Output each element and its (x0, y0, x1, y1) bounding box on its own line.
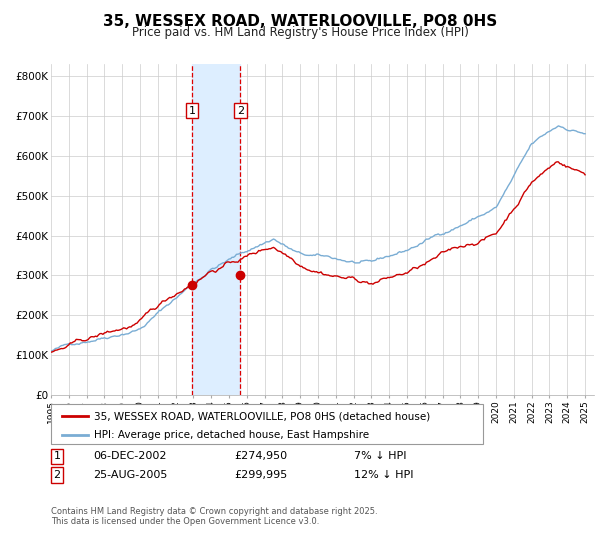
Text: Contains HM Land Registry data © Crown copyright and database right 2025.
This d: Contains HM Land Registry data © Crown c… (51, 507, 377, 526)
Text: £299,995: £299,995 (234, 470, 287, 480)
Text: HPI: Average price, detached house, East Hampshire: HPI: Average price, detached house, East… (94, 430, 370, 440)
Text: 35, WESSEX ROAD, WATERLOOVILLE, PO8 0HS: 35, WESSEX ROAD, WATERLOOVILLE, PO8 0HS (103, 14, 497, 29)
Text: £274,950: £274,950 (234, 451, 287, 461)
Text: 06-DEC-2002: 06-DEC-2002 (93, 451, 167, 461)
Text: 2: 2 (237, 106, 244, 116)
Text: 7% ↓ HPI: 7% ↓ HPI (354, 451, 407, 461)
Text: 1: 1 (188, 106, 196, 116)
Text: Price paid vs. HM Land Registry's House Price Index (HPI): Price paid vs. HM Land Registry's House … (131, 26, 469, 39)
Bar (192, 64, 241, 395)
Text: 2: 2 (53, 470, 61, 480)
Text: 1: 1 (53, 451, 61, 461)
Text: 35, WESSEX ROAD, WATERLOOVILLE, PO8 0HS (detached house): 35, WESSEX ROAD, WATERLOOVILLE, PO8 0HS … (94, 411, 430, 421)
Text: 12% ↓ HPI: 12% ↓ HPI (354, 470, 413, 480)
FancyBboxPatch shape (51, 404, 483, 444)
Text: 25-AUG-2005: 25-AUG-2005 (93, 470, 167, 480)
